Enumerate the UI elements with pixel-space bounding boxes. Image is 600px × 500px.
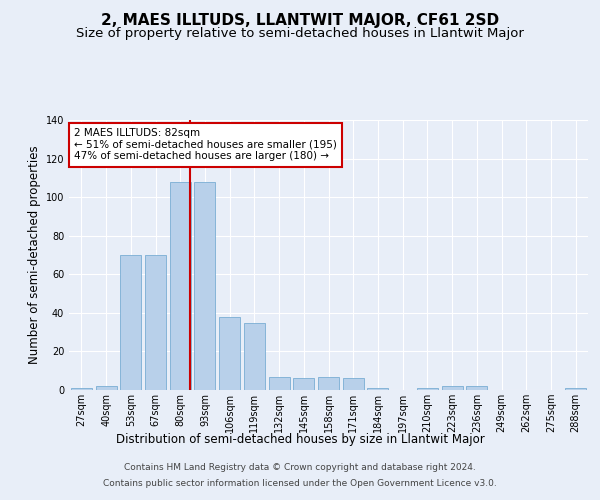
Bar (145, 255, 166, 390)
Text: 2 MAES ILLTUDS: 82sqm
← 51% of semi-detached houses are smaller (195)
47% of sem: 2 MAES ILLTUDS: 82sqm ← 51% of semi-deta… (74, 128, 337, 162)
Bar (293, 378, 314, 390)
Y-axis label: Number of semi-detached properties: Number of semi-detached properties (28, 146, 41, 364)
Bar (417, 388, 438, 390)
Bar (244, 322, 265, 390)
Bar (71, 388, 92, 390)
Bar (318, 376, 339, 390)
Bar (442, 386, 463, 390)
Bar (170, 182, 191, 390)
Bar (466, 386, 487, 390)
Text: Size of property relative to semi-detached houses in Llantwit Major: Size of property relative to semi-detach… (76, 28, 524, 40)
Text: Contains public sector information licensed under the Open Government Licence v3: Contains public sector information licen… (103, 478, 497, 488)
Bar (343, 378, 364, 390)
Bar (565, 388, 586, 390)
Bar (219, 316, 240, 390)
Text: Distribution of semi-detached houses by size in Llantwit Major: Distribution of semi-detached houses by … (116, 432, 484, 446)
Bar (95, 386, 116, 390)
Bar (120, 255, 141, 390)
Bar (194, 182, 215, 390)
Text: Contains HM Land Registry data © Crown copyright and database right 2024.: Contains HM Land Registry data © Crown c… (124, 464, 476, 472)
Bar (367, 388, 388, 390)
Text: 2, MAES ILLTUDS, LLANTWIT MAJOR, CF61 2SD: 2, MAES ILLTUDS, LLANTWIT MAJOR, CF61 2S… (101, 12, 499, 28)
Bar (269, 376, 290, 390)
